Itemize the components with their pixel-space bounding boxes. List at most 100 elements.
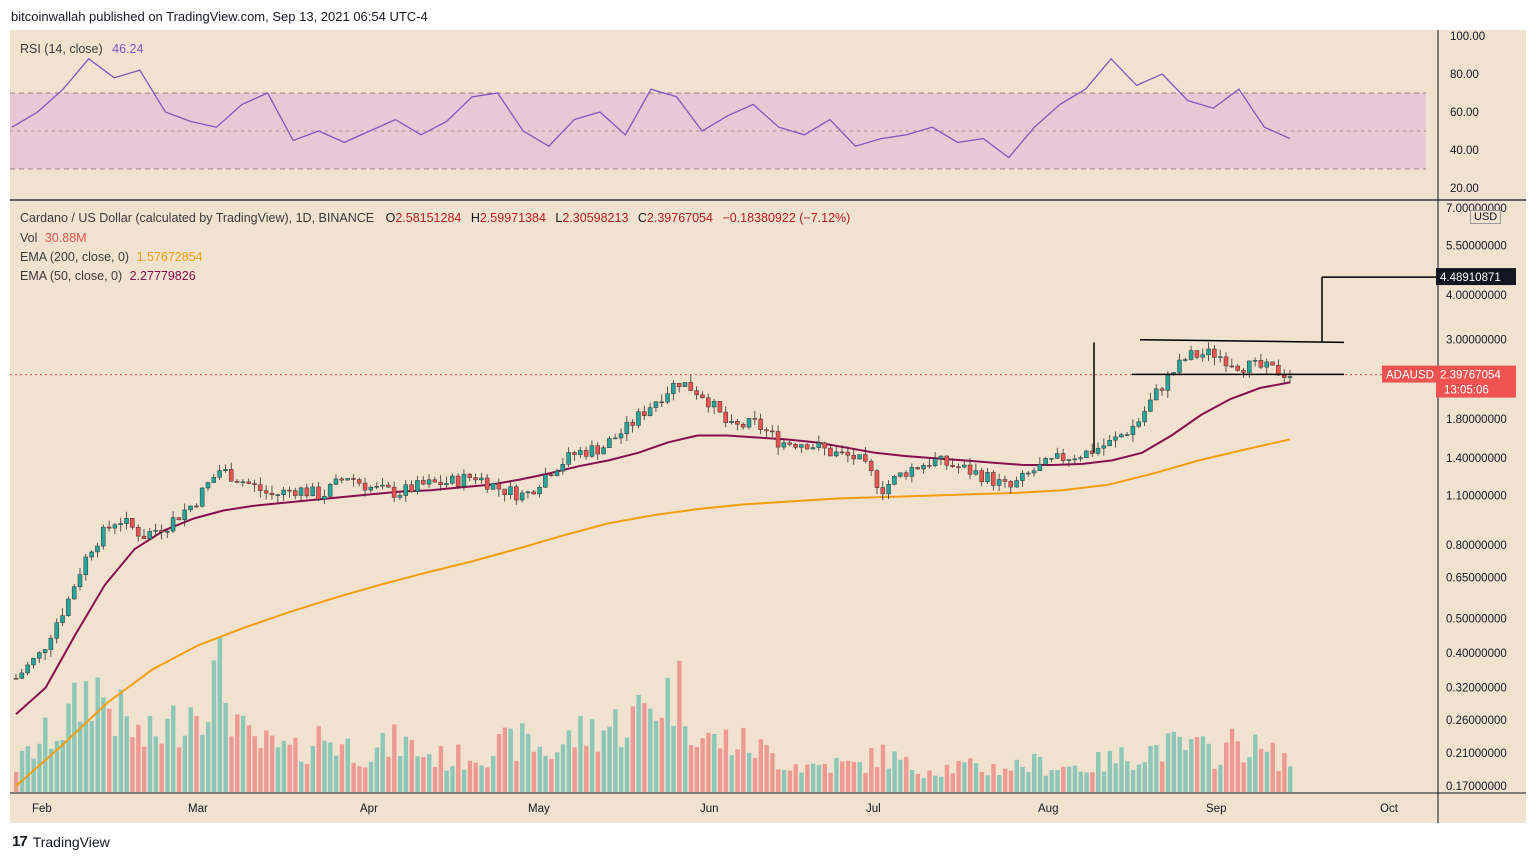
- price-axis: 7.000000005.500000004.000000003.00000000…: [1446, 203, 1507, 793]
- volume-bar: [328, 742, 333, 792]
- volume-bar: [1037, 756, 1043, 792]
- volume-bar: [1160, 761, 1165, 792]
- volume-bar: [176, 747, 182, 792]
- candle-body: [1136, 421, 1141, 427]
- candle-body: [595, 445, 600, 455]
- candle-body: [246, 481, 251, 484]
- volume-bar: [973, 763, 979, 792]
- volume-bar: [345, 738, 350, 792]
- candle-body: [42, 649, 48, 653]
- candle-body: [490, 483, 496, 490]
- candle-body: [1270, 361, 1275, 366]
- price-tick-label: 1.10000000: [1446, 491, 1507, 503]
- volume-bar: [880, 744, 886, 792]
- candle-body: [455, 475, 461, 487]
- volume-bar: [1055, 770, 1060, 792]
- candle-body: [932, 458, 938, 466]
- volume-bar: [1020, 766, 1025, 792]
- candle-body: [723, 411, 728, 423]
- candle-body: [275, 494, 281, 496]
- price-tick-label: 0.21000000: [1446, 748, 1507, 760]
- volume-bar: [496, 734, 502, 792]
- candle-body: [368, 487, 374, 491]
- candle-body: [828, 447, 833, 457]
- volume-bars: [14, 636, 1293, 792]
- footer: 17 TradingView: [12, 833, 110, 850]
- ohlc-close: C2.39767054: [637, 211, 713, 225]
- volume-bar: [473, 762, 478, 792]
- volume-bar: [491, 756, 496, 792]
- candle-body: [281, 489, 286, 495]
- ohlc-high: H2.59971384: [470, 211, 546, 225]
- volume-bar: [159, 743, 164, 792]
- candle-body: [269, 492, 275, 496]
- volume-bar: [1043, 775, 1049, 792]
- candle-body: [566, 452, 571, 465]
- volume-bar: [1206, 743, 1211, 792]
- volume-bar: [1008, 770, 1014, 792]
- volume-bar: [223, 702, 228, 792]
- candle-body: [909, 467, 915, 477]
- volume-bar: [584, 745, 589, 792]
- candle-body: [95, 545, 100, 553]
- price-change: −0.18380922 (−7.12%): [722, 211, 851, 225]
- candle-body: [223, 469, 228, 471]
- candle-body: [298, 487, 304, 496]
- candle-body: [967, 464, 973, 475]
- candle-body: [1002, 479, 1008, 482]
- candle-body: [787, 442, 792, 445]
- chart-area[interactable]: 100.00 80.00 60.00 40.00 20.00 7.00000000 5.5…: [10, 30, 1526, 823]
- volume-bar: [962, 762, 967, 792]
- candle-body: [886, 484, 891, 495]
- candle-body: [1066, 459, 1072, 461]
- candle-body: [130, 518, 135, 528]
- candle-body: [1084, 450, 1089, 458]
- volume-bar: [834, 757, 839, 792]
- candle-body: [310, 486, 315, 497]
- volume-bar: [1229, 728, 1235, 792]
- candle-body: [380, 484, 385, 487]
- volume-bar: [392, 724, 397, 792]
- candle-body: [356, 479, 362, 484]
- price-tick-label: 0.32000000: [1446, 683, 1507, 695]
- candle-body: [333, 478, 339, 485]
- candle-body: [1247, 360, 1252, 373]
- volume-bar: [188, 707, 193, 792]
- volume-bar: [112, 736, 118, 792]
- candle-body: [426, 479, 432, 485]
- candle-body: [618, 433, 624, 439]
- candle-body: [880, 487, 886, 495]
- candle-body: [1031, 470, 1037, 474]
- volume-bar: [72, 682, 77, 792]
- currency-label[interactable]: USD: [1470, 210, 1502, 224]
- candle-body: [304, 487, 310, 497]
- candle-body: [101, 526, 106, 547]
- volume-bar: [217, 636, 223, 792]
- volume-bar: [1171, 731, 1177, 792]
- volume-bar: [1200, 736, 1206, 792]
- volume-bar: [578, 716, 583, 792]
- time-tick-label: Apr: [360, 803, 378, 815]
- candle-body: [1049, 457, 1054, 460]
- volume-bar: [857, 762, 862, 792]
- candle-body: [711, 400, 717, 408]
- candle-body: [153, 530, 158, 532]
- candle-body: [1165, 374, 1171, 391]
- volume-bar: [1026, 772, 1031, 792]
- volume-bar: [421, 756, 426, 792]
- candle-body: [502, 488, 507, 495]
- candle-body: [141, 535, 147, 540]
- volume-bar: [229, 736, 234, 792]
- symbol-tag: ADAUSD: [1386, 370, 1434, 382]
- candle-body: [1188, 350, 1194, 360]
- candle-body: [973, 470, 979, 475]
- candle-body: [554, 470, 560, 476]
- candle-body: [1072, 458, 1078, 461]
- volume-bar: [281, 740, 286, 792]
- candle-body: [228, 469, 234, 482]
- candle-body: [915, 467, 920, 470]
- price-tick-label: 1.80000000: [1446, 414, 1507, 426]
- candle-body: [1101, 445, 1107, 449]
- volume-bar: [1002, 768, 1008, 792]
